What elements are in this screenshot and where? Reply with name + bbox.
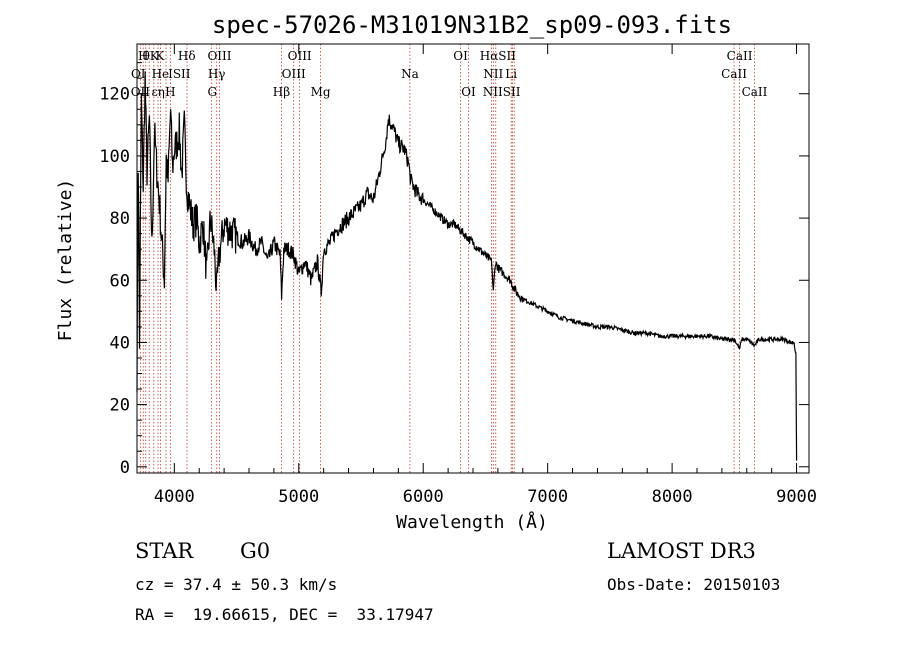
line-label-r1-7: HαSII: [480, 49, 517, 63]
line-label-r1-4: OIII: [207, 49, 231, 63]
line-label-r3-7: NIISII: [483, 85, 521, 99]
line-label-r3-4: Hβ: [273, 85, 290, 99]
line-label-r3-0: OII: [131, 85, 151, 99]
line-label-r3-2: H: [165, 85, 175, 99]
y-tick-label-2: 40: [110, 333, 130, 353]
x-tick-label-2: 6000: [403, 487, 444, 507]
chart-title: spec-57026-M31019N31B2_sp09-093.fits: [212, 11, 732, 39]
coordinates: RA = 19.66615, DEC = 33.17947: [135, 605, 434, 624]
line-label-r3-5: Mg: [311, 85, 331, 99]
y-tick-label-4: 80: [110, 209, 130, 229]
x-tick-label-4: 8000: [652, 487, 693, 507]
line-label-r2-0: OI: [131, 67, 146, 81]
line-label-r1-6: OI: [453, 49, 468, 63]
line-label-r3-6: OI: [461, 85, 476, 99]
line-label-r2-4: OIII: [282, 67, 306, 81]
line-label-r1-1: θK: [143, 49, 160, 63]
line-label-r2-1: He: [152, 67, 170, 81]
line-label-r2-5: Na: [401, 67, 419, 81]
line-label-r1-0: H: [138, 49, 148, 63]
line-label-r2-7: Li: [505, 67, 517, 81]
line-label-r1-5: OIII: [288, 49, 312, 63]
object-class: STAR: [135, 539, 194, 563]
redshift-velocity: cz = 37.4 ± 50.3 km/s: [135, 575, 338, 594]
y-axis-label: Flux (relative): [55, 179, 76, 342]
spectral-line-markers: [139, 44, 755, 473]
survey-name: LAMOST DR3: [607, 539, 756, 563]
observation-date: Obs-Date: 20150103: [607, 575, 781, 594]
line-label-caii-0: CaII: [721, 67, 747, 81]
line-label-r2-6: NII: [483, 67, 503, 81]
line-label-r3-3: G: [207, 85, 217, 99]
spectrum-series-line: [136, 71, 798, 461]
x-tick-label-1: 5000: [278, 487, 319, 507]
object-subclass: G0: [240, 539, 271, 563]
line-label-r2-2: ISII: [168, 67, 191, 81]
y-axis-ticks: 0 20 40 60 80 100 120: [99, 62, 809, 478]
line-label-r3-1: εη: [151, 85, 164, 99]
y-tick-label-6: 120: [99, 85, 130, 105]
plot-frame: [136, 43, 810, 474]
x-tick-label-5: 9000: [776, 487, 817, 507]
line-label-r1-3: Hδ: [178, 49, 196, 63]
line-label-r1-2: K: [156, 49, 166, 63]
x-tick-label-3: 7000: [527, 487, 568, 507]
y-tick-label-5: 100: [99, 147, 130, 167]
x-axis-label: Wavelength (Å): [396, 511, 548, 533]
line-label-caii-2: CaII: [742, 85, 768, 99]
y-tick-label-3: 60: [110, 271, 130, 291]
y-tick-label-1: 20: [110, 396, 130, 416]
y-tick-label-0: 0: [120, 458, 130, 478]
line-label-r2-3: Hγ: [208, 67, 226, 81]
x-tick-label-0: 4000: [154, 487, 195, 507]
x-axis-ticks: 4000 5000 6000 7000 8000 9000: [154, 44, 817, 507]
line-label-caii-1: CaII: [727, 49, 753, 63]
